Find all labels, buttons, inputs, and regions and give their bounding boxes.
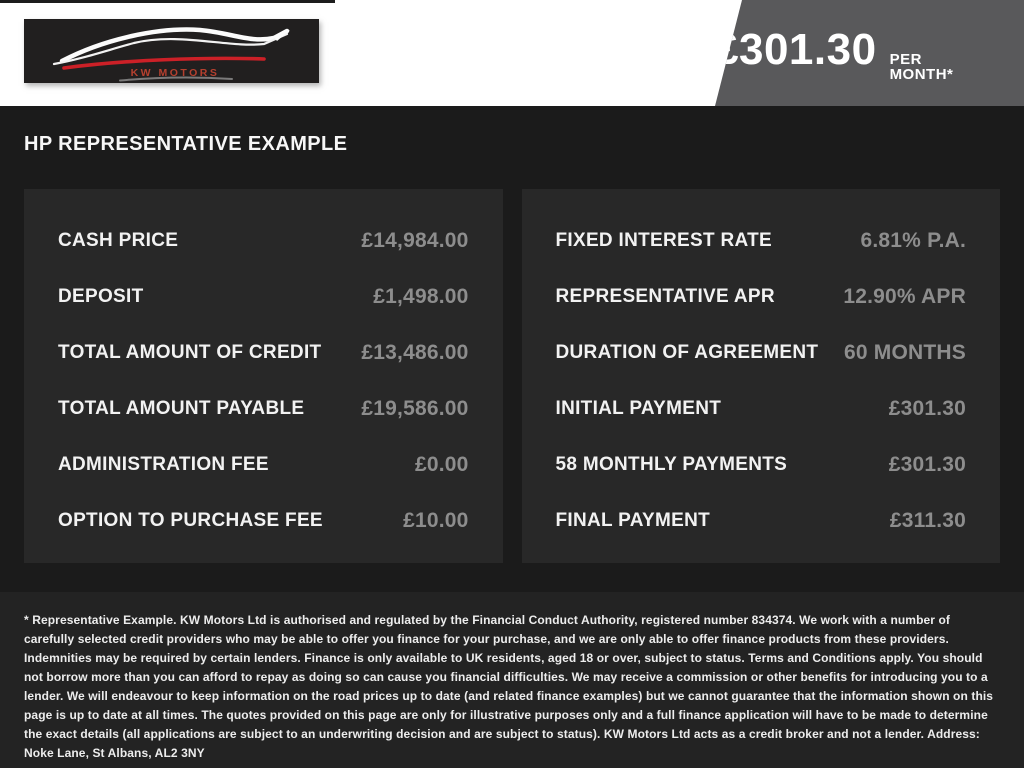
finance-row-option-fee: OPTION TO PURCHASE FEE £10.00 (58, 493, 469, 549)
row-label: DEPOSIT (58, 286, 144, 307)
row-value: £19,586.00 (361, 397, 469, 420)
row-value: £14,984.00 (361, 229, 469, 252)
row-label: INITIAL PAYMENT (555, 398, 722, 419)
finance-row-admin-fee: ADMINISTRATION FEE £0.00 (58, 437, 469, 493)
row-label: 58 MONTHLY PAYMENTS (555, 454, 788, 475)
finance-row-final-payment: FINAL PAYMENT £311.30 (556, 493, 967, 549)
header: KW MOTORS £301.30 PER MONTH* (0, 0, 1024, 106)
monthly-price-period: PER MONTH* (889, 51, 954, 83)
row-value: £311.30 (889, 509, 966, 532)
finance-row-apr: REPRESENTATIVE APR 12.90% APR (556, 269, 967, 325)
row-value: £13,486.00 (361, 341, 469, 364)
row-label: REPRESENTATIVE APR (555, 286, 775, 307)
row-label: DURATION OF AGREEMENT (555, 342, 819, 363)
row-value: £0.00 (414, 453, 469, 476)
row-label: TOTAL AMOUNT OF CREDIT (58, 342, 322, 363)
finance-row-interest-rate: FIXED INTEREST RATE 6.81% P.A. (556, 213, 967, 269)
finance-panels: CASH PRICE £14,984.00 DEPOSIT £1,498.00 … (24, 189, 1000, 563)
finance-row-total-payable: TOTAL AMOUNT PAYABLE £19,586.00 (58, 381, 469, 437)
logo-brand-text: KW MOTORS (131, 67, 220, 79)
row-label: ADMINISTRATION FEE (58, 454, 269, 475)
disclaimer-text: * Representative Example. KW Motors Ltd … (24, 613, 994, 760)
row-label: TOTAL AMOUNT PAYABLE (58, 398, 305, 419)
row-value: 60 MONTHS (844, 341, 966, 364)
finance-row-deposit: DEPOSIT £1,498.00 (58, 269, 469, 325)
row-value: £301.30 (888, 397, 966, 420)
monthly-price: £301.30 (714, 25, 877, 74)
finance-left-panel: CASH PRICE £14,984.00 DEPOSIT £1,498.00 … (24, 189, 503, 563)
row-value: £1,498.00 (373, 285, 469, 308)
finance-row-duration: DURATION OF AGREEMENT 60 MONTHS (556, 325, 967, 381)
row-value: 6.81% P.A. (860, 229, 966, 252)
disclaimer-section: * Representative Example. KW Motors Ltd … (0, 592, 1024, 768)
row-label: OPTION TO PURCHASE FEE (58, 510, 323, 531)
finance-row-cash-price: CASH PRICE £14,984.00 (58, 213, 469, 269)
finance-row-initial-payment: INITIAL PAYMENT £301.30 (556, 381, 967, 437)
row-value: £10.00 (403, 509, 469, 532)
row-label: FIXED INTEREST RATE (555, 230, 772, 251)
row-label: CASH PRICE (58, 230, 179, 251)
finance-right-panel: FIXED INTEREST RATE 6.81% P.A. REPRESENT… (521, 189, 1000, 563)
price-banner: £301.30 PER MONTH* (714, 0, 1024, 106)
row-value: 12.90% APR (843, 285, 966, 308)
finance-row-total-credit: TOTAL AMOUNT OF CREDIT £13,486.00 (58, 325, 469, 381)
top-edge-strip (0, 0, 335, 3)
dealer-logo[interactable]: KW MOTORS (24, 19, 319, 83)
finance-example-section: HP REPRESENTATIVE EXAMPLE CASH PRICE £14… (0, 133, 1024, 563)
car-logo-icon: KW MOTORS (52, 27, 290, 82)
page-title: HP REPRESENTATIVE EXAMPLE (24, 133, 348, 155)
row-value: £301.30 (888, 453, 966, 476)
row-label: FINAL PAYMENT (555, 510, 711, 531)
finance-row-monthly-payments: 58 MONTHLY PAYMENTS £301.30 (556, 437, 967, 493)
